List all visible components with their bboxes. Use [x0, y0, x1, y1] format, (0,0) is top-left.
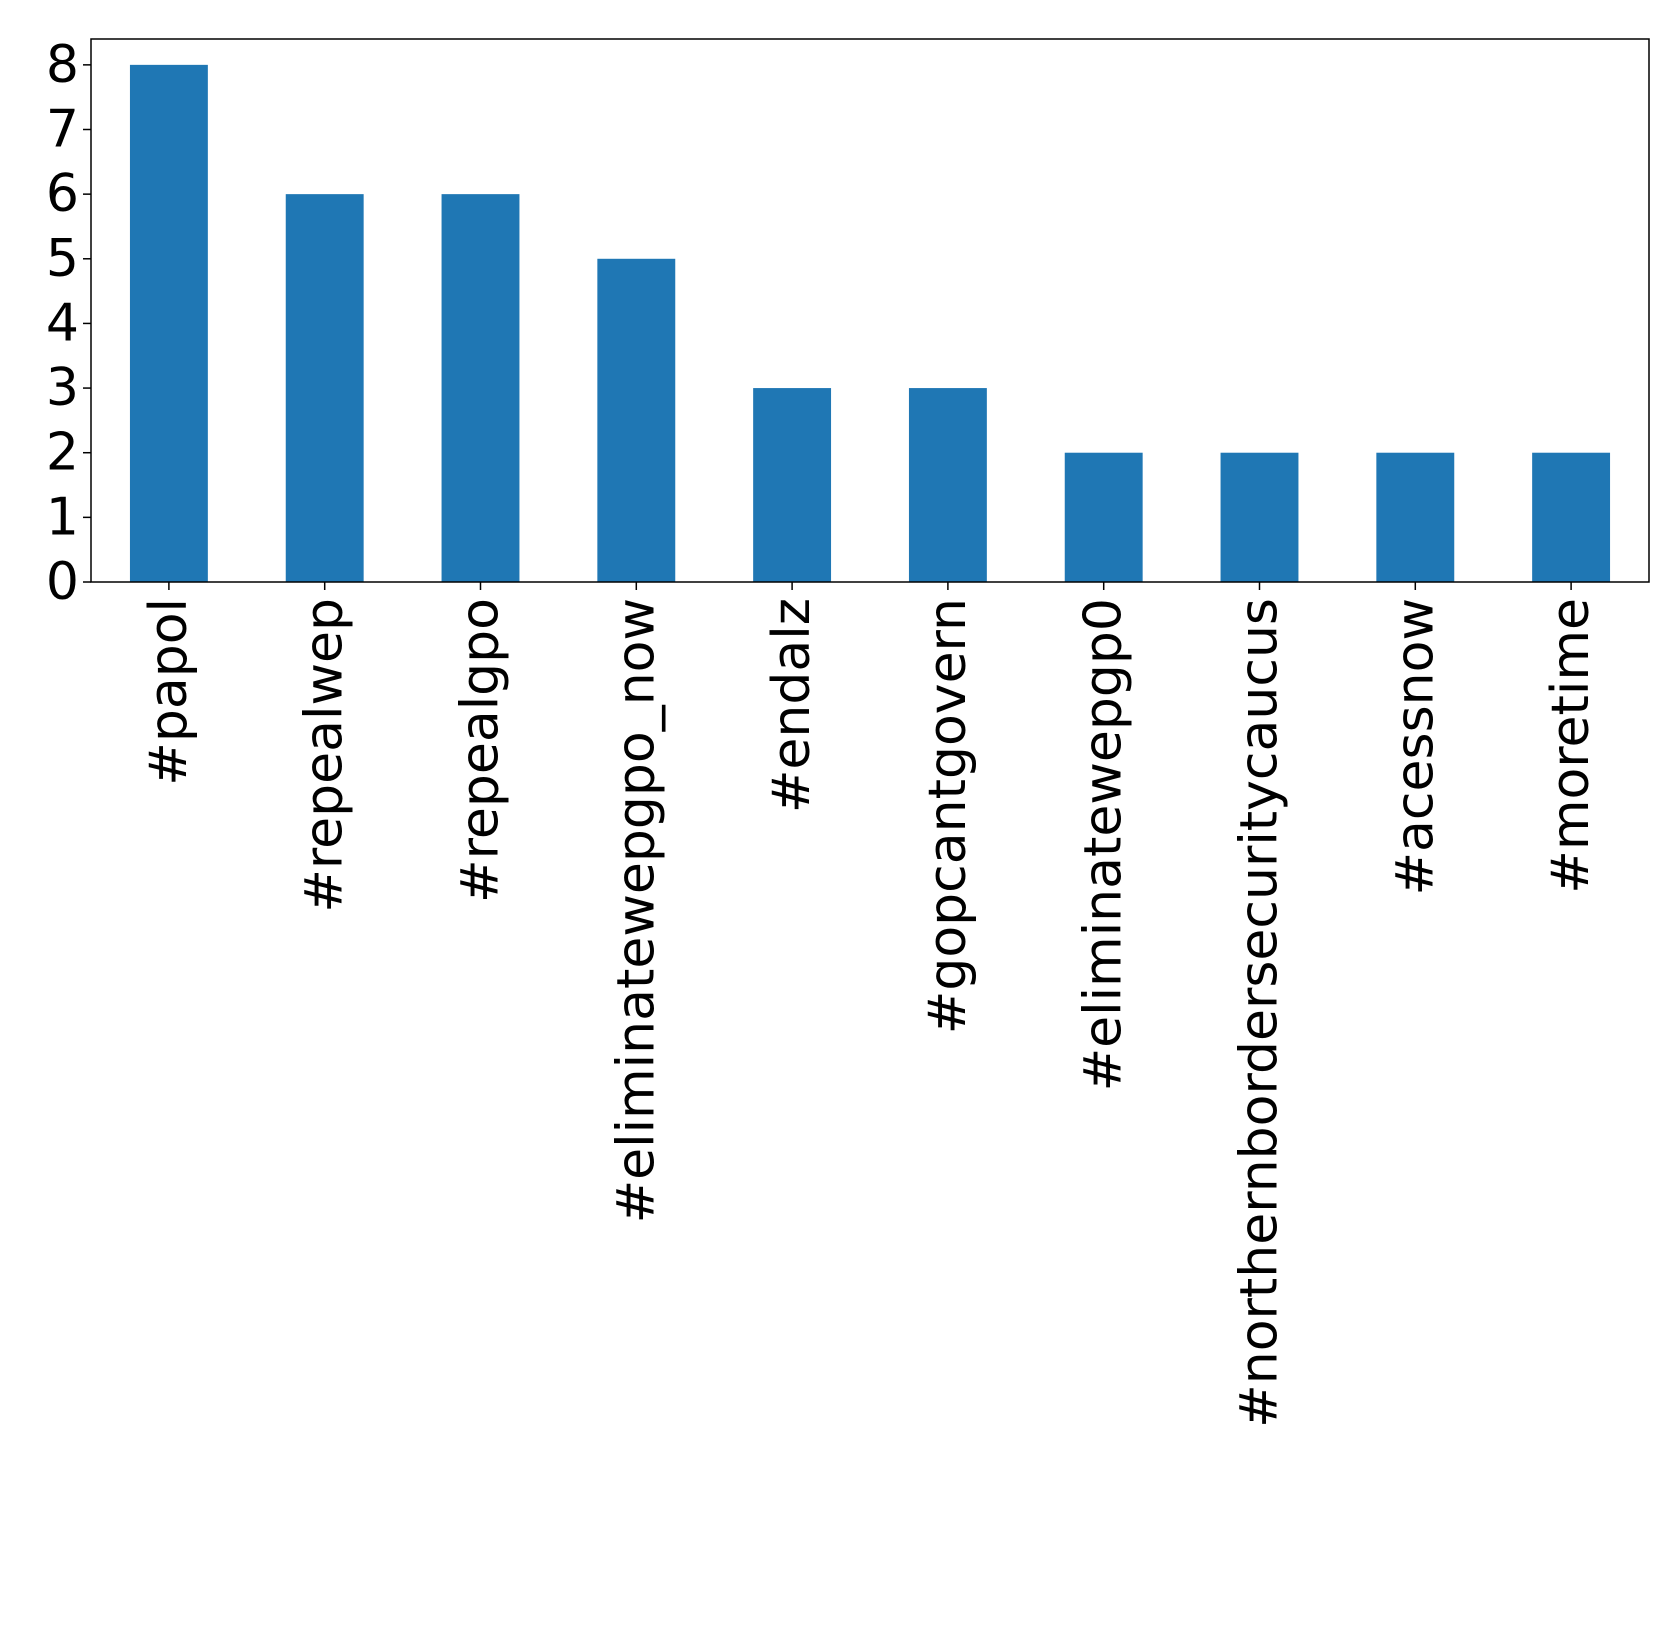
bars-layer [129, 64, 1611, 583]
bar-6 [1064, 452, 1143, 582]
x-tick-label-0: #papol [139, 598, 199, 786]
x-axis: #papol #repealwep #repealgpo #eliminatewepg… [139, 582, 1601, 1428]
x-tick-label-6: #eliminatewepgp0 [1074, 598, 1134, 1091]
bar-7 [1220, 452, 1299, 582]
bar-3 [597, 258, 676, 582]
y-tick-label-1: 1 [46, 487, 79, 547]
x-tick-label-2: #repealgpo [451, 598, 511, 903]
bar-1 [285, 194, 364, 582]
bar-8 [1376, 452, 1455, 582]
x-tick-label-5: #gopcantgovern [918, 598, 978, 1034]
bar-2 [441, 194, 520, 582]
y-tick-label-6: 6 [46, 164, 79, 224]
y-tick-label-5: 5 [46, 229, 79, 289]
y-tick-label-3: 3 [46, 358, 79, 418]
plot-frame [90, 38, 1650, 583]
bar-9 [1532, 452, 1611, 582]
y-tick-label-2: 2 [46, 423, 79, 483]
bar-4 [753, 388, 832, 582]
x-tick-label-4: #endalz [762, 598, 822, 813]
x-tick-label-8: #acessnow [1385, 598, 1445, 896]
y-tick-label-8: 8 [46, 35, 79, 95]
x-tick-label-7: #northernbordersecuritycaucus [1230, 598, 1290, 1428]
y-tick-label-0: 0 [46, 552, 79, 612]
bar-0 [129, 64, 208, 583]
x-tick-label-1: #repealwep [295, 598, 355, 913]
bar-5 [908, 388, 987, 582]
y-tick-label-7: 7 [46, 100, 79, 160]
x-tick-label-9: #moretime [1541, 598, 1601, 894]
y-tick-label-4: 4 [46, 293, 79, 353]
x-tick-label-3: #eliminatewepgpo_now [606, 598, 666, 1223]
